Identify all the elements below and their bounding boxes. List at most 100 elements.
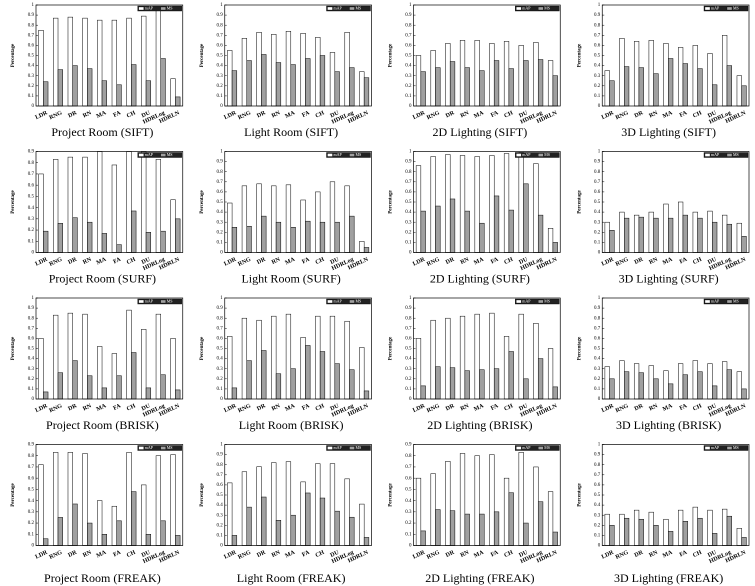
legend-swatch	[538, 446, 544, 450]
bar	[678, 363, 684, 400]
x-tick-label: CH	[692, 550, 703, 559]
bar	[53, 314, 59, 400]
y-tick-label: 0.3	[405, 510, 412, 515]
y-tick-label: 0.5	[405, 347, 412, 352]
bar	[479, 369, 485, 400]
bar	[97, 19, 103, 107]
bar	[141, 151, 147, 253]
legend-label: mAP	[522, 445, 531, 450]
bar	[315, 463, 321, 546]
bar	[493, 511, 500, 546]
x-tick-label: DU	[141, 110, 152, 119]
plot-frame	[413, 4, 561, 107]
plot-frame	[601, 151, 750, 253]
legend-box	[703, 445, 749, 451]
bar	[67, 156, 73, 253]
x-tick-label: LDR	[601, 549, 616, 560]
bar	[126, 452, 132, 546]
y-tick-label: 0.4	[28, 499, 35, 504]
plot-frame	[413, 151, 561, 253]
y-tick-label: 0.4	[28, 64, 35, 69]
x-tick-label: DU	[707, 110, 718, 119]
bar	[116, 375, 122, 400]
bar	[508, 492, 514, 546]
y-tick-label: 0.3	[405, 220, 412, 225]
y-tick-label: 0.5	[28, 488, 35, 493]
bar	[415, 338, 422, 400]
bar	[726, 65, 732, 107]
x-tick-label: RNG	[426, 550, 441, 561]
legend: mAP MS	[137, 6, 182, 12]
bar	[145, 534, 152, 546]
legend: mAP MS	[703, 445, 749, 451]
bar	[682, 521, 688, 546]
x-tick-label: RNG	[615, 110, 630, 121]
plot-frame	[601, 4, 750, 107]
y-tick-label: 0	[409, 544, 412, 549]
bar	[300, 33, 306, 107]
legend: mAP MS	[515, 152, 560, 158]
bar	[707, 509, 713, 546]
bar	[261, 215, 267, 253]
y-tick-label: 0.6	[217, 483, 224, 488]
bar	[653, 378, 659, 400]
x-tick-label: DR	[445, 549, 456, 558]
y-tick-label: 0.2	[28, 84, 35, 89]
y-tick-label: 0.6	[217, 337, 224, 342]
y-tick-label: 0.2	[217, 377, 224, 382]
y-tick-label: 0.3	[594, 513, 601, 518]
bar	[285, 184, 292, 253]
x-tick-label: RN	[271, 110, 282, 119]
legend-swatch	[726, 153, 733, 157]
x-tick-label: MA	[662, 549, 674, 559]
x-tick-label: FA	[679, 403, 689, 412]
y-tick-label: 0.9	[28, 150, 35, 155]
y-tick-label: 0.1	[217, 387, 224, 392]
y-axis-label: Percentage	[577, 43, 582, 67]
bar	[126, 17, 132, 107]
bar	[170, 78, 176, 107]
y-tick-label: 0.9	[405, 306, 412, 311]
y-tick-label: 0.5	[405, 488, 412, 493]
x-tick-label: MA	[96, 549, 108, 559]
bar	[256, 183, 262, 253]
y-tick-label: 0.8	[28, 454, 35, 459]
x-tick-label: MA	[284, 110, 296, 120]
legend-label: MS	[733, 299, 739, 304]
bar	[668, 58, 674, 107]
bar	[141, 15, 147, 107]
x-tick-label: DR	[445, 256, 456, 265]
bar	[349, 516, 355, 546]
y-tick-label: 0.8	[217, 316, 224, 321]
bar	[363, 537, 370, 546]
y-tick-label: 0.8	[594, 170, 601, 175]
y-tick-label: 0.9	[217, 13, 224, 18]
x-tick-label: RNG	[237, 257, 252, 268]
bar	[329, 52, 336, 107]
bar	[67, 312, 73, 400]
x-tick-label: RN	[271, 549, 282, 558]
y-tick-label: 0.7	[594, 473, 601, 478]
x-tick-label: MA	[473, 110, 485, 120]
y-tick-label: 0	[598, 251, 601, 256]
bar	[493, 368, 500, 400]
chart-title: 2D Lighting (BRISK)	[427, 418, 532, 432]
y-tick-label: 0	[409, 397, 412, 402]
bar	[420, 385, 426, 400]
x-tick-label: RNG	[237, 110, 252, 121]
bar	[97, 346, 103, 400]
bar	[736, 222, 742, 253]
x-tick-label: FA	[490, 403, 500, 412]
legend: mAP MS	[326, 152, 371, 158]
legend-label: MS	[733, 445, 739, 450]
y-tick-label: 0.3	[28, 217, 35, 222]
y-axis-label: Percentage	[11, 336, 16, 360]
bar	[67, 452, 73, 546]
bar	[145, 80, 152, 107]
x-tick-label: DR	[634, 403, 645, 412]
x-tick-label: RNG	[49, 403, 64, 414]
y-tick-label: 0.6	[405, 476, 412, 481]
